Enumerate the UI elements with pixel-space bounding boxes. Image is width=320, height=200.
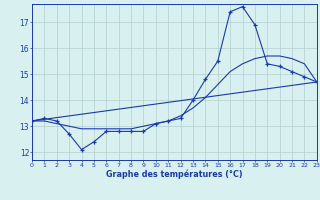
X-axis label: Graphe des températures (°C): Graphe des températures (°C): [106, 170, 243, 179]
